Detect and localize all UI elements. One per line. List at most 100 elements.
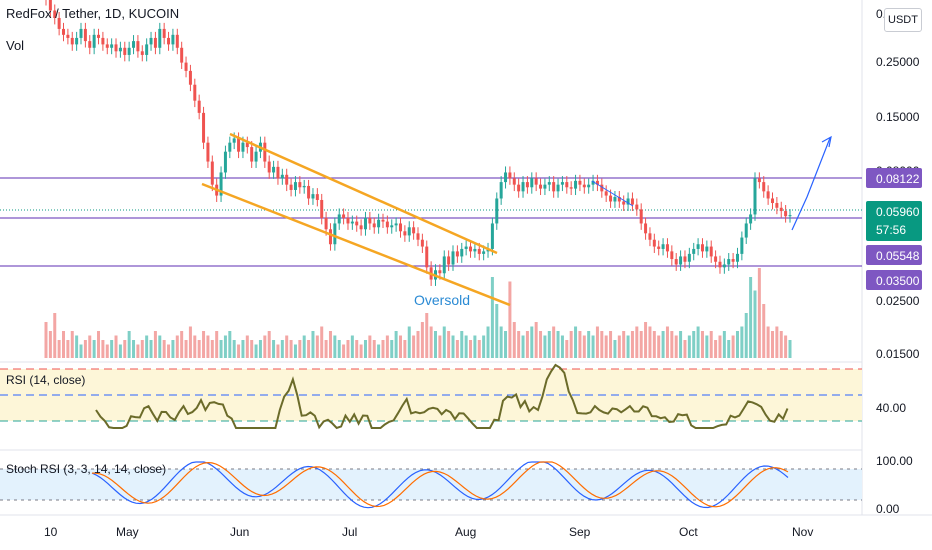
candle-body [504, 172, 508, 183]
candle-body [158, 28, 162, 48]
candle-body [132, 41, 136, 48]
rsi-line [95, 363, 789, 430]
volume-bar [123, 340, 127, 358]
candle-body [709, 246, 713, 257]
candle-body [293, 182, 297, 190]
volume-bar [180, 331, 184, 358]
channel-upper-line [229, 132, 498, 255]
candle-body [766, 191, 770, 199]
volume-bar [648, 326, 652, 358]
candle-body [609, 195, 613, 202]
volume-bar [727, 340, 731, 358]
volume-bar [635, 326, 639, 358]
candle-body [683, 256, 687, 262]
volume-bar [495, 304, 499, 358]
candle-body [127, 47, 131, 55]
volume-bar [118, 344, 122, 358]
candle-body [280, 174, 284, 179]
volume-bar [735, 331, 739, 358]
volume-bar [372, 340, 376, 358]
volume-bar [390, 340, 394, 358]
time-tick: May [116, 525, 139, 539]
volume-bar [617, 335, 621, 358]
time-tick: Jun [230, 525, 249, 539]
price-tag-0350: 0.03500 [876, 274, 920, 288]
volume-bar [145, 335, 149, 358]
volume-bar [600, 331, 604, 358]
candle-body [276, 166, 280, 179]
volume-bar [263, 335, 267, 358]
volume-bar [197, 340, 201, 358]
candle-body [171, 34, 175, 45]
candle-body [788, 215, 792, 217]
candle-body [237, 138, 241, 152]
volume-bar [228, 331, 232, 358]
price-tag-bg [866, 245, 922, 265]
volume-bar [696, 326, 700, 358]
candle-body [420, 239, 424, 247]
candle-body [118, 47, 122, 52]
volume-bar [97, 331, 101, 358]
volume-bar [83, 340, 87, 358]
volume-bar [285, 335, 289, 358]
candle-body [315, 194, 319, 200]
candle-body [744, 223, 748, 238]
candle-body [342, 214, 346, 218]
volume-bar [333, 335, 337, 358]
volume-bar [447, 331, 451, 358]
candle-body [359, 225, 363, 230]
time-tick: Aug [455, 525, 476, 539]
volume-bar [237, 344, 241, 358]
volume-bar [276, 344, 280, 358]
candle-body [101, 37, 105, 45]
candle-body [333, 223, 337, 245]
volume-bar [215, 331, 219, 358]
candle-body [267, 161, 271, 173]
stoch-tick: 0.00 [876, 502, 900, 516]
candle-body [578, 180, 582, 185]
volume-bar [521, 335, 525, 358]
volume-bar [75, 335, 79, 358]
candle-body [110, 44, 114, 48]
candle-body [92, 34, 96, 48]
candle-body [525, 182, 529, 188]
currency-button[interactable]: USDT [884, 8, 922, 32]
volume-bar [127, 331, 131, 358]
candle-body [735, 253, 739, 262]
volume-bar [136, 344, 140, 358]
volume-bar [499, 326, 503, 358]
candle-body [775, 203, 779, 208]
volume-bar [407, 326, 411, 358]
candle-body [363, 217, 367, 230]
price-tick: 0.15000 [876, 110, 920, 124]
volume-bar [70, 331, 74, 358]
volume-bar [425, 313, 429, 358]
candle-body [604, 191, 608, 196]
volume-bar [132, 340, 136, 358]
candle-body [197, 100, 201, 113]
candle-body [770, 198, 774, 204]
volume-bar [267, 331, 271, 358]
countdown-timer: 57:56 [876, 223, 906, 237]
volume-bar [315, 335, 319, 358]
volume-bar [359, 344, 363, 358]
volume-bar [591, 335, 595, 358]
candle-body [512, 178, 516, 185]
candle-body [285, 174, 289, 185]
candle-body [350, 221, 354, 224]
volume-bar [613, 340, 617, 358]
volume-bar [560, 335, 564, 358]
volume-bar [556, 331, 560, 358]
rsi-tick: 40.00 [876, 401, 906, 415]
candle-body [595, 180, 599, 185]
candle-body [731, 259, 735, 262]
price-tag-bg [866, 201, 922, 241]
candle-body [355, 221, 359, 226]
candle-body [508, 172, 512, 179]
volume-bar [241, 340, 245, 358]
candle-body [180, 47, 184, 63]
candle-body [245, 142, 249, 148]
volume-bar [455, 340, 459, 358]
volume-bar [718, 335, 722, 358]
